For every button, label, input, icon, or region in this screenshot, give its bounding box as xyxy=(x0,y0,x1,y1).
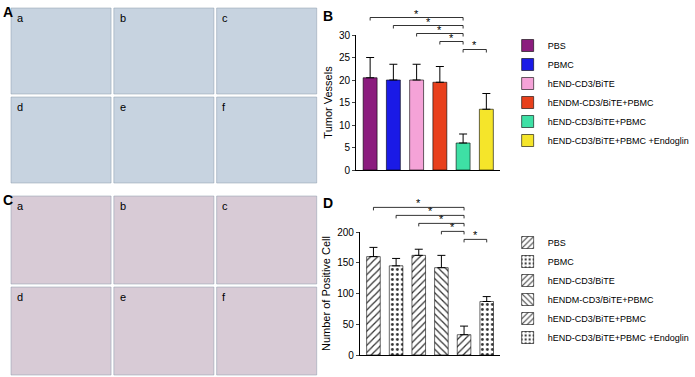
svg-text:hEND-CD3/BiTE+PBMC: hEND-CD3/BiTE+PBMC xyxy=(548,314,647,324)
svg-text:*: * xyxy=(472,39,477,51)
svg-text:PBS: PBS xyxy=(548,41,566,51)
svg-text:30: 30 xyxy=(339,30,351,41)
svg-text:b: b xyxy=(120,200,126,212)
svg-text:PBMC: PBMC xyxy=(548,257,575,267)
svg-text:a: a xyxy=(17,12,24,24)
svg-text:10: 10 xyxy=(339,120,351,131)
svg-text:100: 100 xyxy=(337,288,354,299)
svg-text:c: c xyxy=(222,200,228,212)
svg-text:d: d xyxy=(17,291,23,303)
svg-text:A: A xyxy=(3,4,13,20)
svg-text:f: f xyxy=(222,101,226,113)
svg-text:e: e xyxy=(120,291,126,303)
svg-text:a: a xyxy=(17,200,24,212)
svg-text:hEND-CD3/BiTE+PBMC +Endoglin: hEND-CD3/BiTE+PBMC +Endoglin xyxy=(548,333,689,343)
svg-text:*: * xyxy=(414,8,419,20)
svg-text:*: * xyxy=(416,197,421,209)
svg-text:*: * xyxy=(437,24,442,36)
svg-text:*: * xyxy=(473,229,478,241)
svg-text:hEND-CD3/BiTE: hEND-CD3/BiTE xyxy=(548,79,615,89)
svg-text:PBMC: PBMC xyxy=(548,60,575,70)
svg-text:hEND-CD3/BiTE+PBMC: hEND-CD3/BiTE+PBMC xyxy=(548,117,647,127)
svg-text:*: * xyxy=(450,221,455,233)
svg-text:*: * xyxy=(439,213,444,225)
svg-text:*: * xyxy=(426,16,431,28)
svg-text:f: f xyxy=(222,291,226,303)
svg-text:hEND-CD3/BiTE+PBMC +Endoglin: hEND-CD3/BiTE+PBMC +Endoglin xyxy=(548,136,689,146)
svg-text:d: d xyxy=(17,101,23,113)
svg-text:hEND-CD3/BiTE: hEND-CD3/BiTE xyxy=(548,276,615,286)
svg-text:*: * xyxy=(428,205,433,217)
svg-text:PBS: PBS xyxy=(548,238,566,248)
svg-text:200: 200 xyxy=(337,227,354,238)
svg-text:5: 5 xyxy=(345,142,351,153)
svg-text:20: 20 xyxy=(339,75,351,86)
svg-text:0: 0 xyxy=(348,350,354,361)
svg-text:25: 25 xyxy=(339,52,351,63)
svg-text:c: c xyxy=(222,12,228,24)
svg-text:15: 15 xyxy=(339,97,351,108)
svg-text:150: 150 xyxy=(337,257,354,268)
svg-text:D: D xyxy=(323,195,333,211)
svg-text:50: 50 xyxy=(343,319,355,330)
svg-text:*: * xyxy=(449,32,454,44)
svg-text:B: B xyxy=(323,8,333,24)
svg-text:hENDM-CD3/BiTE+PBMC: hENDM-CD3/BiTE+PBMC xyxy=(548,98,654,108)
svg-text:0: 0 xyxy=(345,165,351,176)
svg-text:hENDM-CD3/BiTE+PBMC: hENDM-CD3/BiTE+PBMC xyxy=(548,295,654,305)
svg-text:Tumor Vessels: Tumor Vessels xyxy=(322,66,334,139)
svg-text:b: b xyxy=(120,12,126,24)
svg-text:e: e xyxy=(120,101,126,113)
svg-text:C: C xyxy=(3,192,13,208)
svg-text:Number of Positive Cell: Number of Positive Cell xyxy=(320,236,332,351)
